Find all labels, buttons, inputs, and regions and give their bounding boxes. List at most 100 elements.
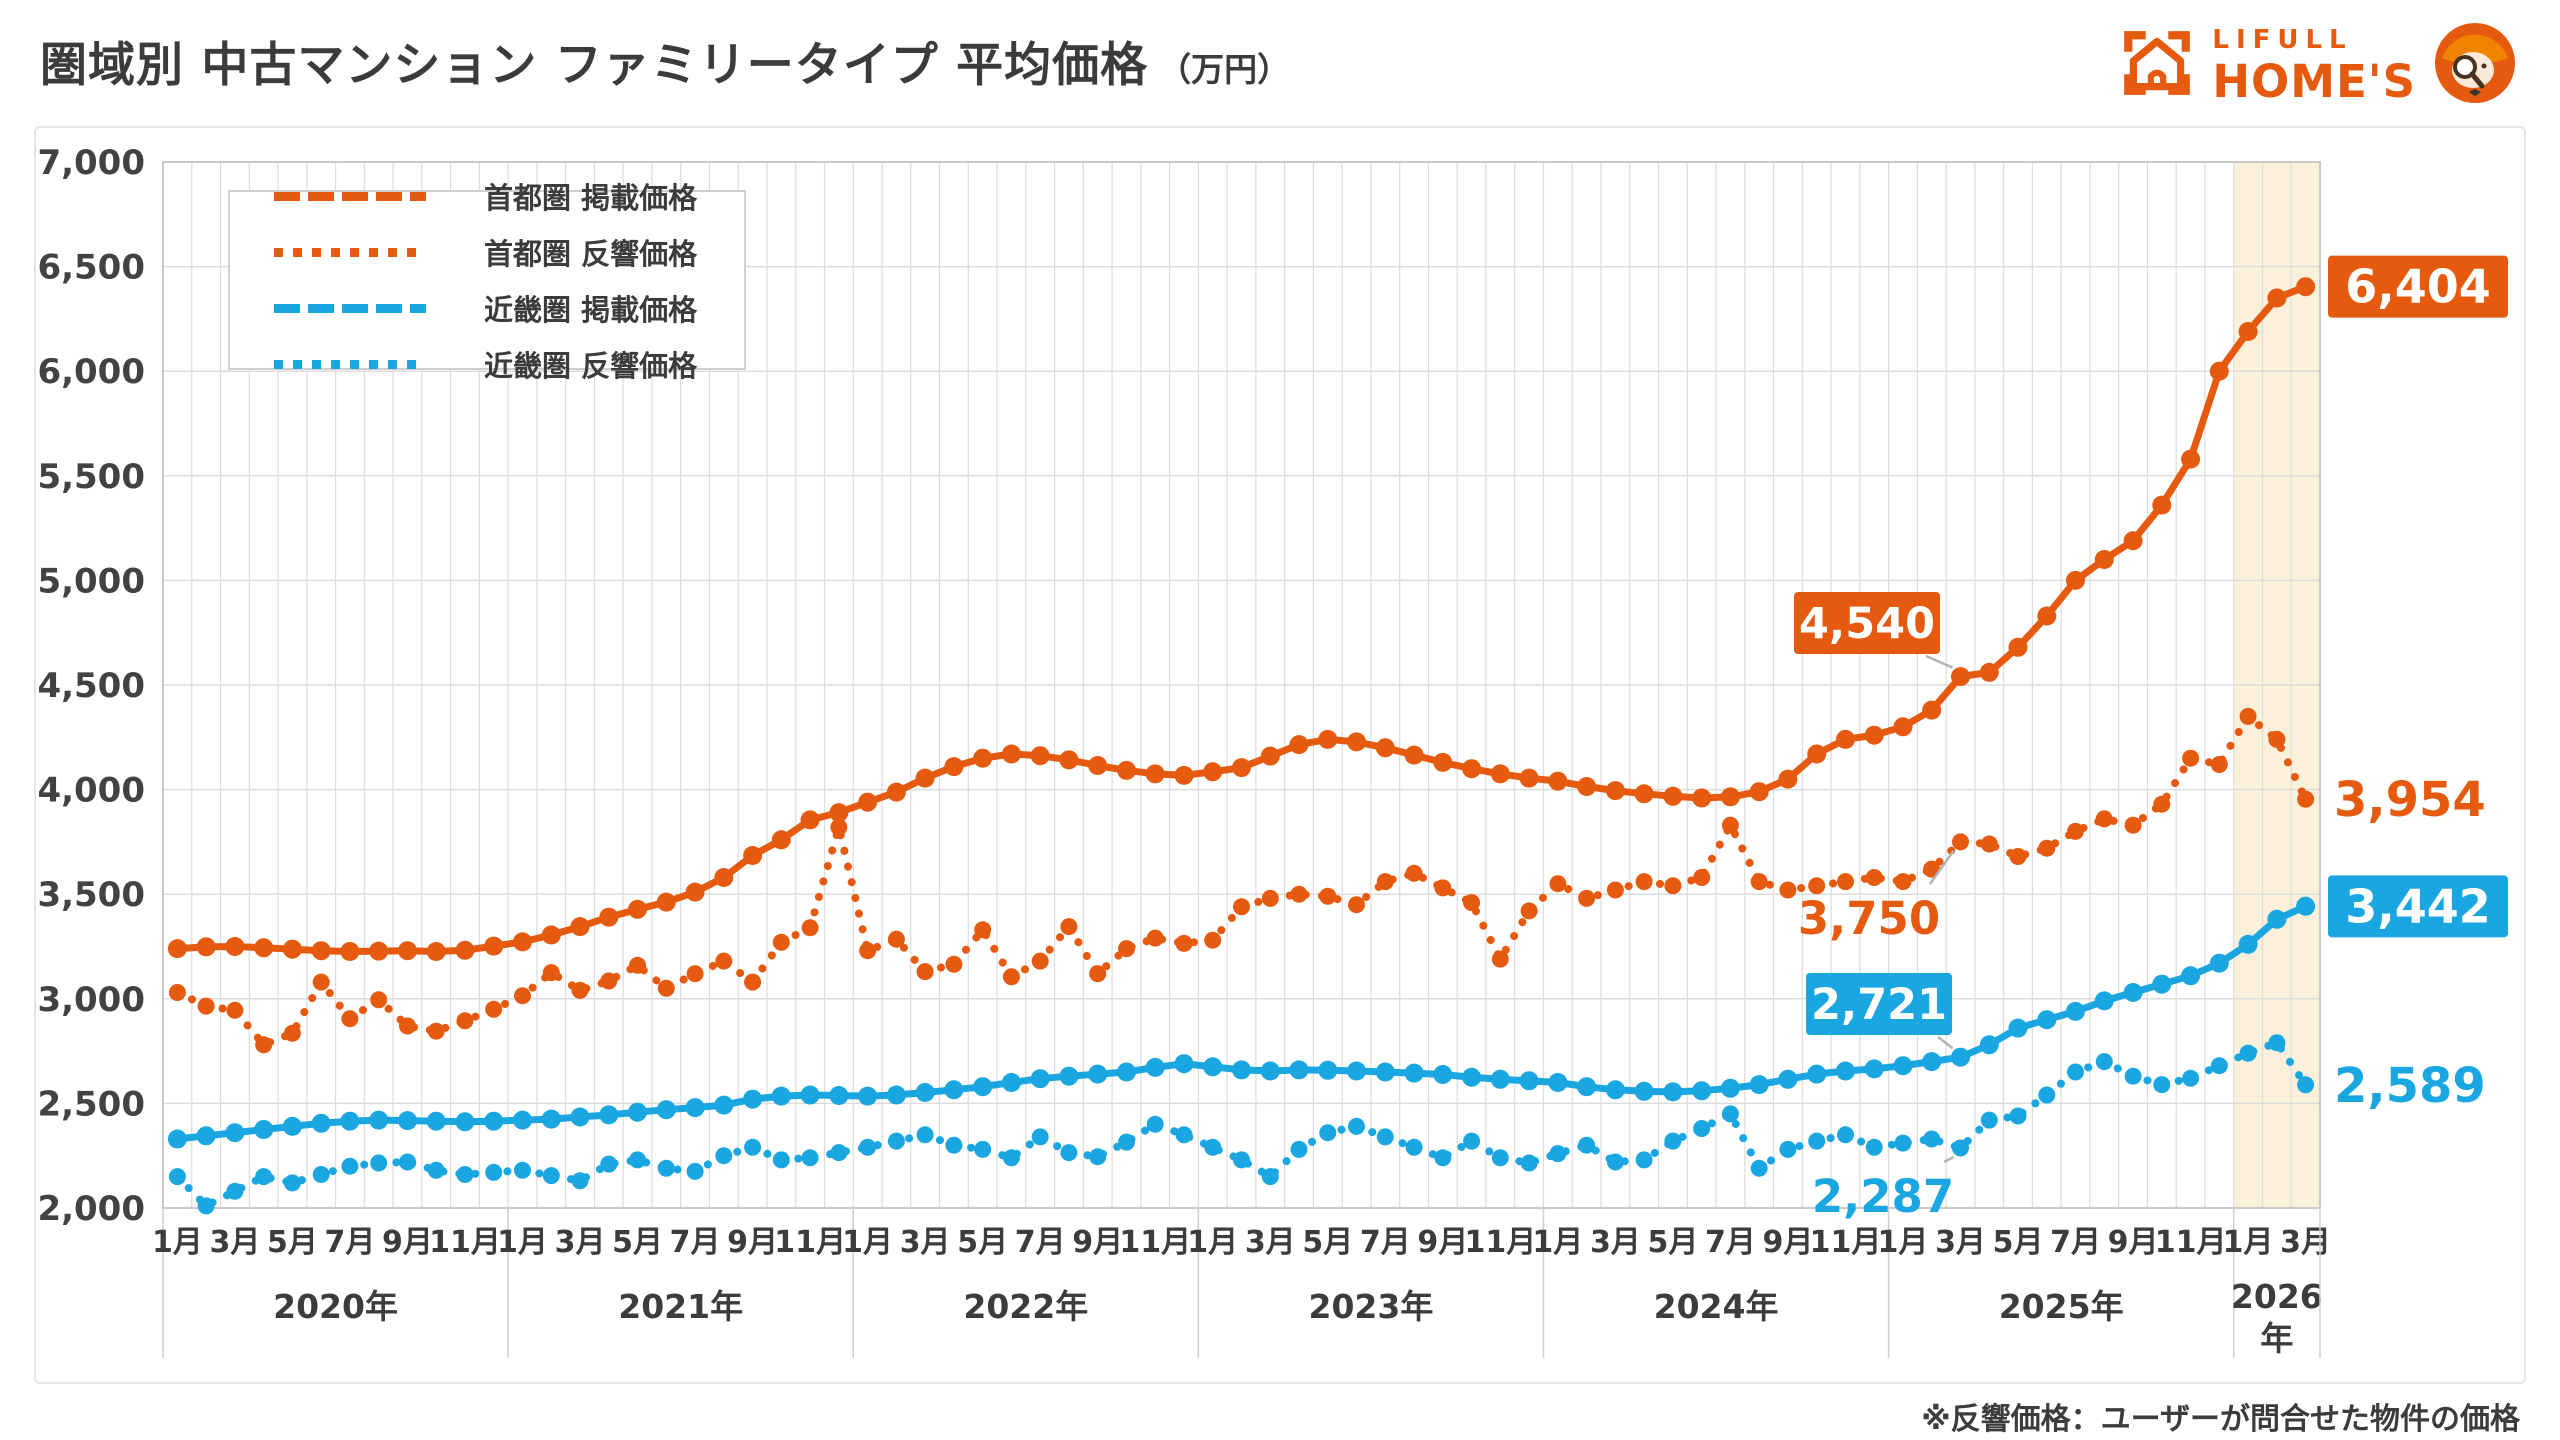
legend-label: 近畿圏 掲載価格: [484, 293, 698, 327]
month-tick-label: 9月: [1417, 1225, 1468, 1260]
logo-wordmark: LIFULL HOME'S: [2212, 27, 2416, 104]
year-label: 年: [2260, 1319, 2293, 1358]
legend-swatch-orange-dash-icon: [274, 191, 426, 201]
chart-title: 圏域別 中古マンション ファミリータイプ 平均価格: [40, 38, 1149, 93]
month-tick-label: 3月: [1935, 1225, 1986, 1260]
legend-label: 首都圏 反響価格: [484, 237, 698, 271]
end-value-badge: [2328, 875, 2508, 938]
month-tick-label: 3月: [900, 1225, 951, 1260]
month-tick-label: 5月: [957, 1225, 1008, 1260]
series-kinki_keisai: [167, 896, 2316, 1149]
month-tick-label: 9月: [2108, 1225, 2159, 1260]
annotation-value: 2,287: [1812, 1170, 1954, 1223]
year-label: 2021年: [618, 1287, 743, 1326]
month-tick-label: 1月: [842, 1225, 893, 1260]
month-tick-label: 7月: [1705, 1225, 1756, 1260]
annotation-badge: [1794, 592, 1940, 654]
legend-swatch-blue-dash-icon: [274, 303, 426, 313]
y-tick-label: 6,000: [37, 352, 145, 392]
y-tick-label: 5,500: [37, 457, 145, 497]
month-tick-label: 11月: [774, 1225, 846, 1260]
legend-swatch-blue-dot-icon: [274, 359, 426, 369]
annotation-value: 2,721: [1811, 980, 1947, 1030]
month-tick-label: 9月: [1072, 1225, 1123, 1260]
month-tick-label: 9月: [1763, 1225, 1814, 1260]
year-label: 2026: [2231, 1277, 2323, 1316]
month-tick-label: 3月: [1590, 1225, 1641, 1260]
end-value: 2,589: [2334, 1058, 2486, 1114]
y-tick-label: 2,000: [37, 1189, 145, 1229]
y-tick-label: 4,500: [37, 666, 145, 706]
month-tick-label: 7月: [1360, 1225, 1411, 1260]
year-label: 2023年: [1308, 1287, 1433, 1326]
end-value-badge: [2328, 255, 2508, 318]
month-tick-label: 11月: [2155, 1225, 2227, 1260]
month-tick-label: 1月: [1532, 1225, 1583, 1260]
chart-title-unit: （万円）: [1158, 50, 1291, 89]
y-tick-label: 4,000: [37, 771, 145, 811]
y-tick-label: 2,500: [37, 1084, 145, 1124]
month-tick-label: 1月: [1187, 1225, 1238, 1260]
value-annotations: 4,540 3,750 2,721 2,287 6,404 3,954 3,442 2,589: [1794, 255, 2508, 1223]
year-label: 2020年: [273, 1287, 398, 1326]
month-tick-label: 5月: [1647, 1225, 1698, 1260]
page-title: 圏域別 中古マンション ファミリータイプ 平均価格 （万円）: [40, 26, 1290, 95]
end-value: 6,404: [2345, 260, 2491, 314]
annotation-value: 4,540: [1799, 599, 1935, 649]
series-kinki_hankyo: [168, 1034, 2315, 1215]
month-tick-label: 3月: [1245, 1225, 1296, 1260]
month-tick-label: 7月: [325, 1225, 376, 1260]
month-tick-label: 11月: [1119, 1225, 1191, 1260]
end-value: 3,442: [2345, 879, 2491, 933]
month-tick-label: 3月: [2280, 1225, 2331, 1260]
y-tick-label: 6,500: [37, 248, 145, 288]
month-tick-label: 9月: [727, 1225, 778, 1260]
mascot-icon: [2432, 20, 2518, 110]
year-label: 2025年: [1999, 1287, 2124, 1326]
series-shutoken_keisai: [167, 277, 2316, 961]
annotation-badge: [1806, 973, 1952, 1035]
chart-legend: 首都圏 掲載価格 首都圏 反響価格 近畿圏 掲載価格 近畿圏 反響価格: [228, 181, 746, 383]
legend-swatch-orange-dot-icon: [274, 247, 426, 257]
legend-item-kinki-hankyo: 近畿圏 反響価格: [274, 343, 744, 385]
end-value: 3,954: [2334, 772, 2486, 828]
house-in-brackets-icon: [2118, 24, 2196, 106]
y-tick-label: 5,000: [37, 561, 145, 601]
series-shutoken_hankyo: [168, 707, 2315, 1054]
logo-lifull-text: LIFULL: [2212, 24, 2353, 55]
y-tick-label: 7,000: [37, 143, 145, 183]
annotation-value: 3,750: [1798, 892, 1940, 945]
legend-label: 首都圏 掲載価格: [484, 181, 698, 215]
month-tick-label: 5月: [267, 1225, 318, 1260]
month-tick-label: 5月: [612, 1225, 663, 1260]
y-tick-label: 3,500: [37, 875, 145, 915]
month-tick-label: 9月: [382, 1225, 433, 1260]
month-tick-label: 11月: [1810, 1225, 1882, 1260]
month-tick-label: 1月: [1878, 1225, 1929, 1260]
legend-item-shutoken-hankyo: 首都圏 反響価格: [274, 231, 744, 273]
year-label: 2024年: [1654, 1287, 1779, 1326]
month-tick-label: 11月: [1464, 1225, 1536, 1260]
logo-homes-text: HOME'S: [2212, 54, 2416, 108]
plot-border: [162, 161, 2321, 1209]
month-tick-label: 7月: [670, 1225, 721, 1260]
month-tick-label: 7月: [1015, 1225, 1066, 1260]
month-tick-label: 5月: [1302, 1225, 1353, 1260]
legend-item-shutoken-keisai: 首都圏 掲載価格: [274, 175, 744, 217]
legend-item-kinki-keisai: 近畿圏 掲載価格: [274, 287, 744, 329]
lifull-homes-logo: LIFULL HOME'S: [2118, 20, 2518, 110]
footnote: ※反響価格：ユーザーが問合せた物件の価格: [1921, 1402, 2520, 1437]
month-tick-label: 11月: [429, 1225, 501, 1260]
year-label: 2022年: [963, 1287, 1088, 1326]
month-tick-label: 1月: [497, 1225, 548, 1260]
month-tick-label: 3月: [209, 1225, 260, 1260]
month-tick-label: 3月: [555, 1225, 606, 1260]
legend-label: 近畿圏 反響価格: [484, 349, 698, 383]
month-tick-label: 5月: [1993, 1225, 2044, 1260]
month-tick-label: 7月: [2050, 1225, 2101, 1260]
y-tick-label: 3,000: [37, 980, 145, 1020]
month-tick-label: 1月: [2223, 1225, 2274, 1260]
